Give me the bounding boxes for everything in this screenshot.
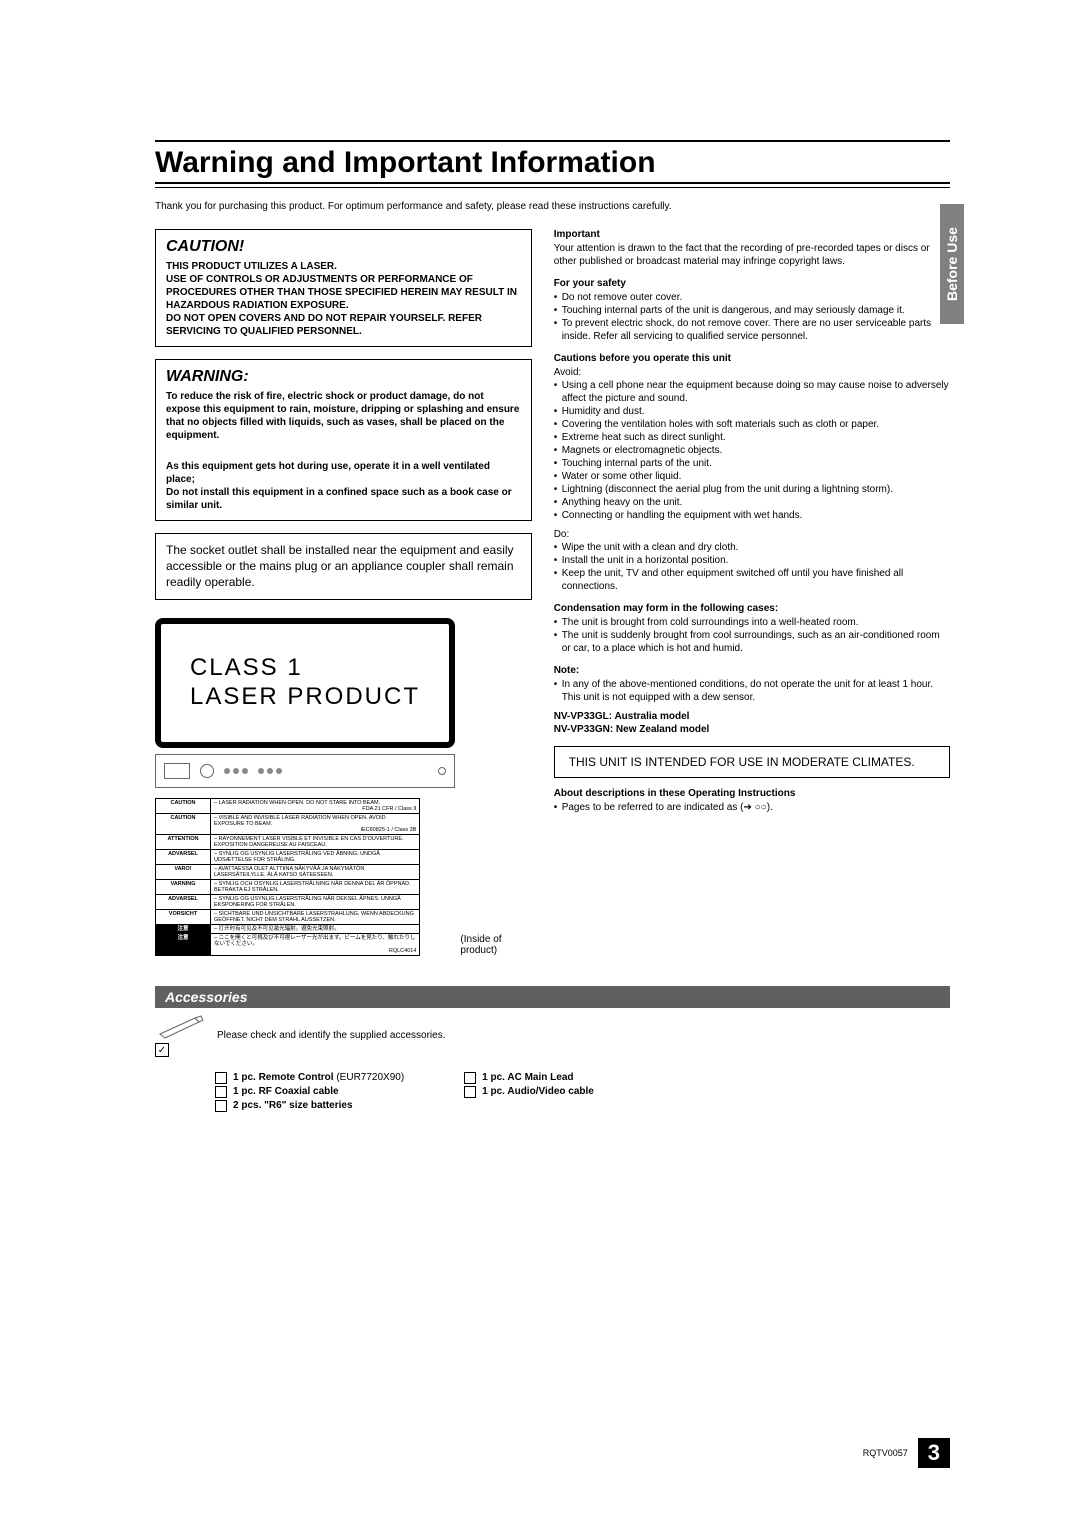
title-block: Warning and Important Information (155, 140, 950, 188)
accessories-heading: Accessories (155, 986, 950, 1008)
disc-icon (200, 764, 214, 778)
rule-top (155, 140, 950, 142)
caution-table-row: CAUTION– LASER RADIATION WHEN OPEN. DO N… (156, 798, 420, 813)
list-item: Touching internal parts of the unit is d… (554, 304, 950, 317)
list-item: Humidity and dust. (554, 405, 950, 418)
caution-table-row: ATTENTION– RAYONNEMENT LASER VISIBLE ET … (156, 834, 420, 849)
list-item: Lightning (disconnect the aerial plug fr… (554, 483, 950, 496)
warning-p3: Do not install this equipment in a confi… (166, 486, 521, 512)
list-item: The unit is suddenly brought from cool s… (554, 629, 950, 655)
rule-mid (155, 182, 950, 184)
accessories-col-2: 1 pc. AC Main Lead 1 pc. Audio/Video cabl… (464, 1072, 594, 1114)
accessory-item: 1 pc. Audio/Video cable (464, 1086, 594, 1098)
caution-table-row: 注意– ここを開くと可視及び不可視レーザー光が出ます。ビームを見たり、触れたりし… (156, 934, 420, 955)
warning-p2: As this equipment gets hot during use, o… (166, 460, 521, 486)
left-column: CAUTION! THIS PRODUCT UTILIZES A LASER. … (155, 229, 532, 956)
list-item: Covering the ventilation holes with soft… (554, 418, 950, 431)
mini-label-icon (164, 763, 190, 779)
do-list: Wipe the unit with a clean and dry cloth… (554, 541, 950, 593)
laser-label-text: CLASS 1 LASER PRODUCT (190, 654, 420, 712)
accessory-item: 2 pcs. "R6" size batteries (215, 1100, 404, 1112)
port-group-2 (258, 768, 282, 774)
rule-bottom (155, 187, 950, 188)
list-item: Magnets or electromagnetic objects. (554, 444, 950, 457)
caution-table-row: ADVARSEL– SYNLIG OG USYNLIG LASERSTRÅLIN… (156, 849, 420, 864)
caution-table-row: VORSICHT– SICHTBARE UND UNSICHTBARE LASE… (156, 910, 420, 925)
socket-text: The socket outlet shall be installed nea… (166, 542, 521, 591)
important-text: Your attention is drawn to the fact that… (554, 242, 950, 268)
checkbox-icon (464, 1072, 476, 1084)
accessory-item: 1 pc. RF Coaxial cable (215, 1086, 404, 1098)
list-item: Connecting or handling the equipment wit… (554, 509, 950, 522)
warning-heading: WARNING: (166, 368, 521, 386)
list-item: Extreme heat such as direct sunlight. (554, 431, 950, 444)
pencil-check-icon: ✓ (155, 1014, 205, 1058)
accessory-item: 1 pc. AC Main Lead (464, 1072, 594, 1084)
list-item: Anything heavy on the unit. (554, 496, 950, 509)
accessory-item: 1 pc. Remote Control (EUR7720X90) (215, 1072, 404, 1084)
intro-text: Thank you for purchasing this product. F… (155, 200, 950, 213)
inside-caption: (Inside of product) (460, 934, 531, 956)
screw-icon (438, 767, 446, 775)
avoid-label: Avoid: (554, 366, 950, 379)
list-item: Install the unit in a horizontal positio… (554, 554, 950, 567)
model-lines: NV-VP33GL: Australia model NV-VP33GN: Ne… (554, 710, 950, 736)
caution-table-row: ADVARSEL– SYNLIG OG USYNLIG LASERSTRÅLIN… (156, 895, 420, 910)
warning-p1: To reduce the risk of fire, electric sho… (166, 390, 521, 442)
page-footer: RQTV0057 3 (863, 1438, 950, 1468)
condensation-heading: Condensation may form in the following c… (554, 603, 950, 614)
climate-text: THIS UNIT IS INTENDED FOR USE IN MODERAT… (569, 755, 915, 769)
checkbox-icon (215, 1072, 227, 1084)
checkbox-icon (215, 1086, 227, 1098)
note-heading: Note: (554, 665, 950, 676)
accessories-section: Accessories ✓ Please check and identify … (155, 986, 950, 1114)
note-list: In any of the above-mentioned conditions… (554, 678, 950, 704)
page-number: 3 (918, 1438, 950, 1468)
safety-heading: For your safety (554, 278, 950, 289)
about-list: Pages to be referred to are indicated as… (554, 801, 950, 814)
list-item: To prevent electric shock, do not remove… (554, 317, 950, 343)
laser-label-box: CLASS 1 LASER PRODUCT (155, 618, 455, 748)
check-icon: ✓ (155, 1043, 169, 1057)
list-item: Keep the unit, TV and other equipment sw… (554, 567, 950, 593)
right-column: Important Your attention is drawn to the… (554, 229, 950, 956)
condensation-list: The unit is brought from cold surroundin… (554, 616, 950, 655)
accessories-intro: Please check and identify the supplied a… (217, 1029, 445, 1042)
caution-heading: CAUTION! (166, 238, 521, 256)
accessories-col-1: 1 pc. Remote Control (EUR7720X90) 1 pc. R… (215, 1072, 404, 1114)
climate-box: THIS UNIT IS INTENDED FOR USE IN MODERAT… (554, 746, 950, 778)
caution-table-row: VARO!– AVATTAESSA OLET ALTTIINA NÄKYVÄÄ … (156, 864, 420, 879)
safety-list: Do not remove outer cover.Touching inter… (554, 291, 950, 343)
checkbox-icon (215, 1100, 227, 1112)
caution-table-row: VARNING– SYNLIG OCH OSYNLIG LASERSTRÅLNI… (156, 880, 420, 895)
important-heading: Important (554, 229, 950, 240)
about-heading: About descriptions in these Operating In… (554, 788, 950, 799)
before-operate-heading: Cautions before you operate this unit (554, 353, 950, 364)
checkbox-icon (464, 1086, 476, 1098)
list-item: Using a cell phone near the equipment be… (554, 379, 950, 405)
list-item: Do not remove outer cover. (554, 291, 950, 304)
list-item: Touching internal parts of the unit. (554, 457, 950, 470)
warning-box: WARNING: To reduce the risk of fire, ele… (155, 359, 532, 521)
list-item: Water or some other liquid. (554, 470, 950, 483)
list-item: Wipe the unit with a clean and dry cloth… (554, 541, 950, 554)
caution-body: THIS PRODUCT UTILIZES A LASER. USE OF CO… (166, 260, 521, 338)
list-item: In any of the above-mentioned conditions… (554, 678, 950, 704)
multilanguage-caution-table: CAUTION– LASER RADIATION WHEN OPEN. DO N… (155, 798, 420, 956)
do-label: Do: (554, 528, 950, 541)
doc-code: RQTV0057 (863, 1448, 908, 1458)
list-item: The unit is brought from cold surroundin… (554, 616, 950, 629)
avoid-list: Using a cell phone near the equipment be… (554, 379, 950, 522)
about-item: Pages to be referred to are indicated as… (554, 801, 950, 814)
caution-box: CAUTION! THIS PRODUCT UTILIZES A LASER. … (155, 229, 532, 347)
caution-table-row: 注意– 打开时有可见及不可见激光辐射。避免光束照射。 (156, 925, 420, 934)
page-title: Warning and Important Information (155, 146, 950, 180)
caution-table-row: CAUTION– VISIBLE AND INVISIBLE LASER RAD… (156, 813, 420, 834)
port-group-1 (224, 768, 248, 774)
product-figure: CLASS 1 LASER PRODUCT CAUTION– LASER RAD… (155, 618, 532, 956)
socket-box: The socket outlet shall be installed nea… (155, 533, 532, 600)
unit-base-illustration (155, 754, 455, 788)
